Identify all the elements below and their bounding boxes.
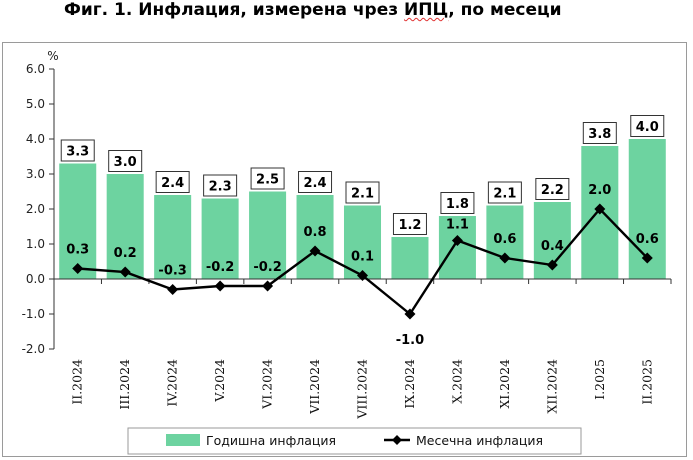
annual-value-label: 2.1 <box>351 187 374 202</box>
legend-box <box>127 427 582 455</box>
annual-value-label: 2.3 <box>209 180 232 195</box>
annual-value-label-box <box>582 122 617 144</box>
annual-inflation-bar <box>486 205 524 279</box>
title-text: Фиг. 1. Инфлация, измерена чрез <box>64 0 405 20</box>
y-tick-label: 1.0 <box>26 237 45 251</box>
annual-value-label: 3.3 <box>66 145 89 160</box>
monthly-inflation-marker <box>214 280 226 292</box>
annual-inflation-bar <box>106 174 144 279</box>
monthly-value-label: 0.6 <box>636 232 659 247</box>
x-category-label: VIII.2024 <box>355 359 370 420</box>
legend-monthly-label: Месечна инфлация <box>416 433 543 448</box>
x-category-label: II.2024 <box>70 359 85 405</box>
monthly-inflation-marker <box>309 245 321 257</box>
title-abbreviation: ИПЦ <box>404 0 449 20</box>
x-category-label: III.2024 <box>117 359 132 410</box>
monthly-value-label: 0.3 <box>66 243 89 258</box>
legend-bar-swatch <box>166 434 200 446</box>
monthly-inflation-marker <box>357 270 368 281</box>
y-tick-label: 0.0 <box>26 272 45 286</box>
annual-inflation-bar <box>59 163 97 279</box>
x-category-label: X.2024 <box>449 359 464 404</box>
annual-value-label: 2.4 <box>304 176 327 191</box>
monthly-value-label: 0.6 <box>493 232 516 247</box>
x-category-label: VII.2024 <box>307 359 322 415</box>
monthly-inflation-marker <box>404 308 416 320</box>
annual-value-label: 1.8 <box>446 197 469 212</box>
annual-value-label-box <box>535 178 570 200</box>
monthly-inflation-marker <box>262 280 274 292</box>
monthly-value-label: -0.2 <box>253 260 281 275</box>
y-tick-label: -1.0 <box>22 307 45 321</box>
y-tick-label: 3.0 <box>26 167 45 181</box>
monthly-inflation-marker <box>167 284 179 295</box>
y-tick-label: -2.0 <box>22 342 45 356</box>
x-category-label: VI.2024 <box>260 359 275 410</box>
y-axis-unit: % <box>47 49 58 63</box>
annual-value-label: 2.4 <box>161 176 184 191</box>
x-category-label: I.2025 <box>592 359 607 400</box>
monthly-value-label: 0.2 <box>114 246 137 261</box>
y-tick-label: 6.0 <box>26 62 45 76</box>
annual-value-label-box <box>108 150 143 172</box>
monthly-inflation-marker <box>499 252 511 264</box>
annual-inflation-bar <box>154 195 192 279</box>
monthly-inflation-marker <box>641 252 653 264</box>
annual-value-label: 2.1 <box>493 187 516 202</box>
monthly-value-label: 1.1 <box>446 218 469 233</box>
monthly-value-label: 0.4 <box>541 239 564 254</box>
annual-inflation-bar <box>296 195 334 279</box>
annual-inflation-bar <box>438 216 476 279</box>
monthly-value-label: 0.8 <box>304 225 327 240</box>
monthly-value-label: 2.0 <box>588 183 611 198</box>
annual-inflation-bar <box>391 237 429 279</box>
page-title: Фиг. 1. Инфлация, измерена чрез ИПЦ, по … <box>64 0 562 20</box>
chart-frame <box>2 42 687 457</box>
annual-inflation-bar <box>201 198 239 279</box>
annual-value-label-box <box>487 181 522 204</box>
monthly-value-label: -0.2 <box>206 260 234 275</box>
monthly-value-label: -0.3 <box>158 264 186 279</box>
x-category-label: XII.2024 <box>544 359 559 414</box>
monthly-inflation-marker <box>546 259 558 271</box>
annual-value-label: 1.2 <box>398 218 421 233</box>
title-suffix: , по месеци <box>448 0 562 20</box>
x-category-label: IX.2024 <box>402 359 417 409</box>
y-tick-label: 4.0 <box>26 132 45 146</box>
monthly-value-label: 0.1 <box>351 250 374 265</box>
annual-value-label: 3.8 <box>588 127 611 142</box>
legend-diamond-marker <box>392 435 402 445</box>
annual-value-label-box <box>250 167 285 190</box>
monthly-inflation-marker <box>72 263 84 274</box>
annual-value-label: 2.2 <box>541 183 564 198</box>
annual-value-label-box <box>630 115 665 137</box>
monthly-inflation-marker <box>594 203 606 215</box>
annual-value-label: 3.0 <box>114 155 137 170</box>
monthly-inflation-marker <box>451 235 463 246</box>
annual-inflation-bar <box>249 191 287 279</box>
monthly-value-label: -1.0 <box>396 333 424 348</box>
x-category-label: V.2024 <box>212 359 227 403</box>
annual-value-label-box <box>440 192 475 214</box>
x-category-label: XI.2024 <box>497 359 512 409</box>
x-category-label: II.2025 <box>639 359 654 405</box>
annual-value-label-box <box>60 139 95 162</box>
monthly-inflation-marker <box>119 266 131 278</box>
annual-value-label-box <box>298 171 333 193</box>
y-tick-label: 2.0 <box>26 202 45 216</box>
annual-value-label-box <box>345 181 380 204</box>
annual-value-label-box <box>392 213 427 235</box>
annual-value-label: 2.5 <box>256 173 279 188</box>
y-tick-label: 5.0 <box>26 97 45 111</box>
legend-annual-label: Годишна инфлация <box>206 433 336 448</box>
annual-inflation-bar <box>343 205 382 279</box>
annual-value-label: 4.0 <box>636 120 659 135</box>
x-category-label: IV.2024 <box>165 359 180 407</box>
annual-value-label-box <box>203 174 238 197</box>
annual-value-label-box <box>155 171 190 193</box>
